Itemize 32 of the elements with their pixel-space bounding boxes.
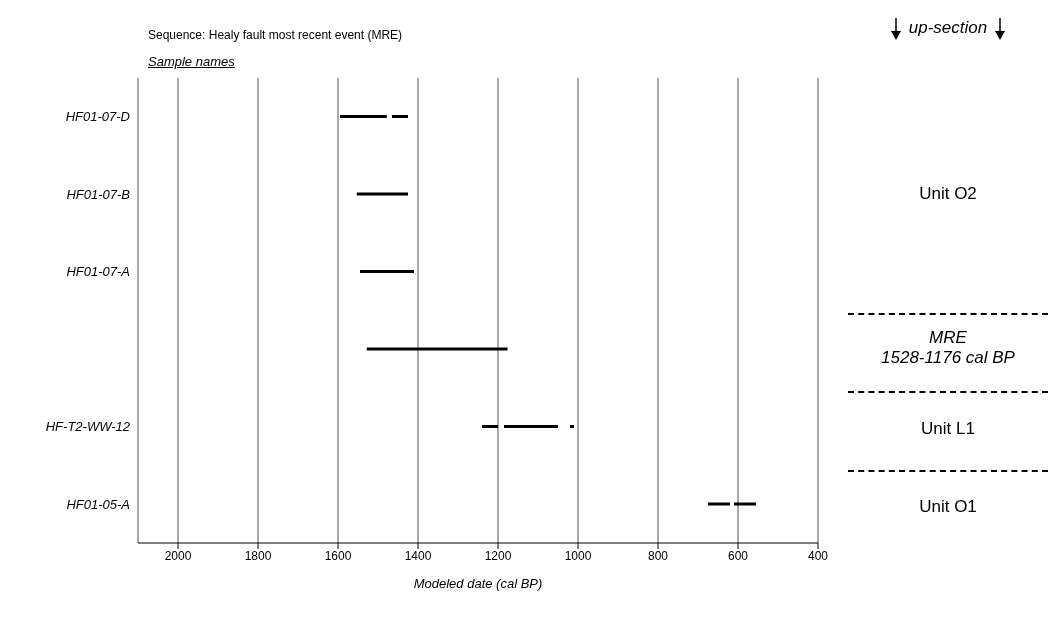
- bar: [360, 270, 414, 273]
- bar: [366, 347, 508, 351]
- x-tick-label: 1400: [404, 548, 432, 563]
- y-tick-label: HF01-07-D: [65, 109, 130, 125]
- y-tick-label: HF01-07-A: [66, 264, 130, 280]
- bar: [482, 425, 498, 428]
- x-axis-title: Modeled date (cal BP): [413, 576, 543, 591]
- text: up-section: [907, 18, 989, 40]
- chart-title: Sequence: Healy fault most recent event (MRE): [148, 28, 403, 42]
- x-tick-label: 1600: [324, 548, 352, 563]
- text: Unit O1: [918, 496, 978, 517]
- x-tick-label: 400: [807, 548, 829, 563]
- text: Unit L1: [920, 418, 976, 439]
- x-tick-label: 600: [727, 548, 749, 563]
- x-tick-label: 1000: [564, 548, 592, 563]
- bar: [504, 425, 558, 428]
- y-tick-label: HF01-07-B: [66, 186, 131, 202]
- bar: [392, 115, 408, 118]
- bar: [340, 115, 387, 118]
- y-tick-label: HF-T2-WW-12: [45, 419, 131, 435]
- bar: [708, 502, 730, 506]
- x-tick-label: 2000: [164, 548, 192, 563]
- x-tick-label: 800: [647, 548, 669, 563]
- bar: [734, 502, 756, 506]
- text: Unit O2: [918, 183, 978, 204]
- text: Sample names: [148, 54, 235, 69]
- text: MRE 1528-1176 cal BP: [880, 328, 1016, 369]
- x-tick-label: 1200: [484, 548, 512, 563]
- y-tick-label: HF01-05-A: [66, 496, 130, 512]
- bar: [570, 425, 574, 428]
- x-tick-label: 1800: [244, 548, 272, 563]
- bar: [356, 192, 408, 196]
